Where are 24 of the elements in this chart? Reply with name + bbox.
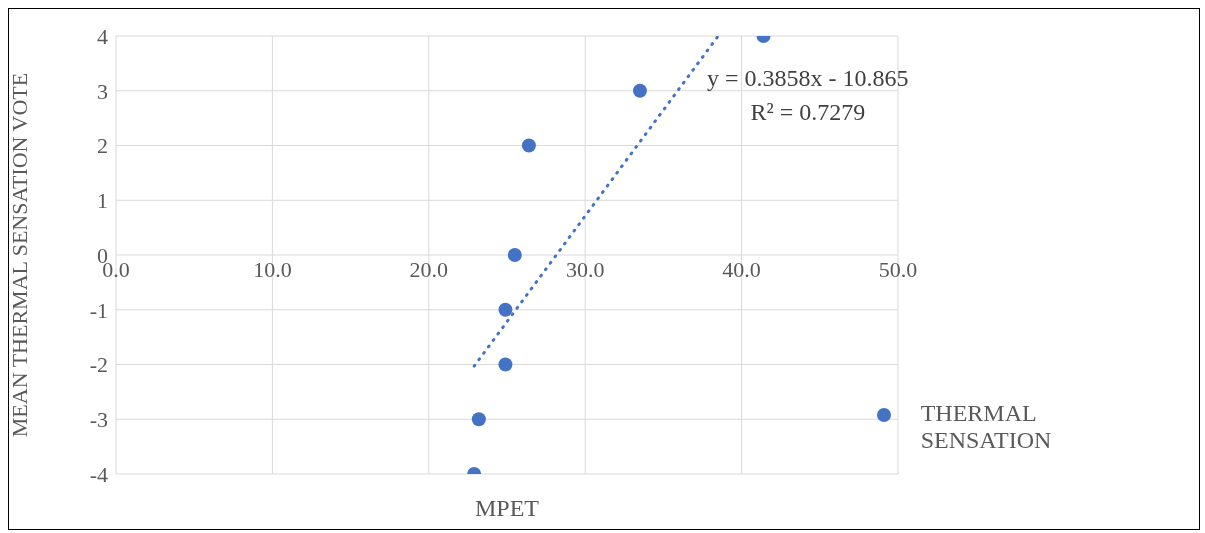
y-axis-title: MEAN THERMAL SENSATION VOTE xyxy=(7,71,33,440)
x-tick-label: 30.0 xyxy=(565,257,605,282)
legend-label: THERMAL SENSATION xyxy=(920,399,1053,454)
annotation: y = 0.3858x - 10.865 xyxy=(706,64,910,93)
x-tick-label: 10.0 xyxy=(253,257,292,282)
y-tick-label: -3 xyxy=(89,407,108,433)
point xyxy=(507,248,522,262)
x-tick-label: 20.0 xyxy=(409,257,449,282)
y-tick-label: -4 xyxy=(89,461,108,487)
point xyxy=(521,138,536,153)
x-tick-label: 50.0 xyxy=(878,257,918,282)
x-tick-label: 40.0 xyxy=(722,257,761,282)
y-tick-label: 1 xyxy=(97,188,108,214)
annotation: R² = 0.7279 xyxy=(749,98,867,127)
y-tick-label: 4 xyxy=(97,23,108,49)
y-tick-label: -2 xyxy=(89,352,108,378)
point xyxy=(498,357,513,372)
point xyxy=(498,302,513,317)
y-tick-label: 2 xyxy=(97,133,108,159)
x-axis-title: MPET xyxy=(474,495,540,521)
point xyxy=(632,83,647,98)
y-tick-label: 3 xyxy=(97,78,108,104)
y-tick-label: -1 xyxy=(89,297,108,323)
point xyxy=(471,412,486,427)
